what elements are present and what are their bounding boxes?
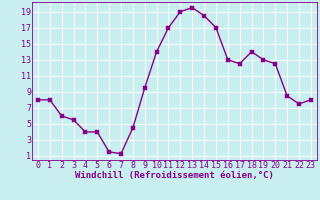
X-axis label: Windchill (Refroidissement éolien,°C): Windchill (Refroidissement éolien,°C) (75, 171, 274, 180)
